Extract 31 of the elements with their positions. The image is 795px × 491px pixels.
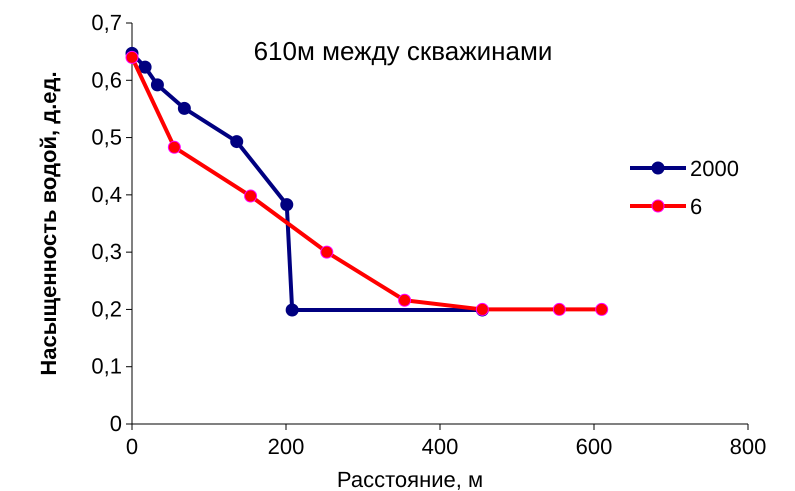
x-tick-label: 600 (576, 434, 612, 459)
point (398, 294, 412, 307)
point (286, 304, 299, 316)
y-tick-label: 0 (110, 411, 122, 436)
point (595, 302, 608, 316)
x-tick-label: 200 (268, 434, 304, 459)
point (320, 246, 334, 259)
point (552, 302, 566, 316)
y-tick-label: 0,6 (91, 67, 122, 92)
y-tick-label: 0,2 (91, 296, 122, 322)
legend-label: 2000 (690, 156, 739, 181)
point (126, 50, 138, 64)
y-axis-title: Насыщенность водой, д.ед. (36, 71, 61, 376)
y-tick-label: 0,1 (91, 354, 122, 379)
text: 610м между скважинами (254, 36, 552, 66)
y-tick-label: 0,5 (91, 124, 122, 150)
x-axis-title: Расстояние, м (336, 467, 484, 491)
point (178, 102, 191, 115)
y-tick-label: 0,7 (91, 10, 122, 35)
y-tick-label: 0,3 (91, 239, 122, 264)
legend-label: 6 (690, 194, 702, 219)
point (244, 190, 258, 203)
point (280, 198, 294, 212)
point (168, 140, 181, 154)
x-tick-label: 0 (126, 434, 138, 459)
x-tick-label: 400 (422, 434, 458, 459)
point (150, 78, 164, 92)
x-tick-label: 800 (730, 434, 766, 459)
y-tick-label: 0,4 (91, 182, 122, 207)
point (138, 60, 152, 74)
point (230, 135, 244, 148)
